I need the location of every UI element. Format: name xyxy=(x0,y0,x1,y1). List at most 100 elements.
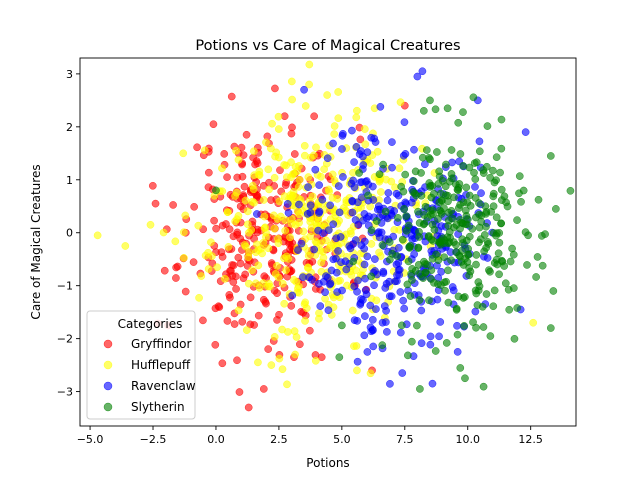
data-point xyxy=(517,197,525,206)
data-point xyxy=(321,294,329,303)
data-point xyxy=(351,216,360,224)
data-point xyxy=(508,244,516,253)
data-point xyxy=(238,317,247,326)
data-point xyxy=(276,212,285,221)
data-point xyxy=(410,250,418,259)
data-point xyxy=(546,324,555,332)
data-point xyxy=(334,114,343,123)
data-point xyxy=(480,247,489,256)
data-point xyxy=(233,173,242,182)
data-point xyxy=(324,306,333,315)
x-axis: −5.0 −2.5 0.0 2.5 5.0 7.5 10.0 12.5 xyxy=(77,426,543,446)
data-point xyxy=(236,202,245,211)
data-point xyxy=(231,272,240,281)
data-point xyxy=(371,255,379,263)
data-point xyxy=(335,208,344,217)
data-point xyxy=(497,144,506,153)
data-point xyxy=(371,267,379,275)
data-point xyxy=(281,181,290,189)
data-point xyxy=(304,173,313,181)
data-point xyxy=(367,240,376,248)
data-point xyxy=(274,235,282,243)
data-point xyxy=(330,122,339,130)
data-point xyxy=(376,102,385,111)
data-point xyxy=(267,144,275,153)
data-point xyxy=(475,282,484,291)
x-tick-label: 5.0 xyxy=(333,433,351,446)
data-point xyxy=(364,180,373,189)
data-point xyxy=(359,296,367,304)
data-point xyxy=(273,316,281,324)
y-tick-label: −3 xyxy=(57,386,73,399)
data-point xyxy=(326,201,334,210)
data-point xyxy=(314,216,323,224)
data-point xyxy=(283,173,291,182)
data-point xyxy=(190,202,198,211)
data-point xyxy=(276,166,284,175)
data-point xyxy=(350,158,358,166)
x-tick-label: 0.0 xyxy=(207,433,225,446)
data-point xyxy=(332,268,341,277)
data-point xyxy=(306,232,315,241)
data-point xyxy=(248,181,257,190)
data-point xyxy=(403,351,412,360)
legend-marker xyxy=(103,381,113,391)
data-point xyxy=(193,143,201,152)
data-point xyxy=(369,342,378,351)
data-point xyxy=(379,160,387,169)
data-point xyxy=(271,84,279,93)
data-point xyxy=(338,321,346,330)
data-point xyxy=(454,183,463,192)
data-point xyxy=(456,364,465,372)
data-point xyxy=(401,170,410,179)
data-point xyxy=(393,252,401,260)
data-point xyxy=(394,214,402,222)
data-point xyxy=(353,366,361,375)
data-point xyxy=(364,191,372,200)
data-point xyxy=(353,317,362,325)
data-point xyxy=(406,292,415,300)
data-point xyxy=(397,182,406,191)
data-point xyxy=(300,151,309,160)
data-point xyxy=(306,201,315,210)
data-point xyxy=(270,173,279,182)
data-point xyxy=(495,270,503,279)
data-point xyxy=(304,264,312,272)
data-point xyxy=(408,276,416,284)
data-point xyxy=(415,233,424,241)
data-point xyxy=(466,201,475,210)
data-point xyxy=(447,146,456,154)
data-point xyxy=(240,182,249,191)
data-point xyxy=(212,224,220,233)
data-point xyxy=(291,162,300,171)
data-point xyxy=(492,231,500,240)
data-point xyxy=(254,311,263,320)
data-point xyxy=(294,207,302,216)
data-point xyxy=(408,265,417,273)
data-point xyxy=(367,272,375,281)
data-point xyxy=(566,186,575,195)
data-point xyxy=(264,282,272,291)
data-point xyxy=(355,150,364,158)
data-point xyxy=(366,301,375,310)
data-point xyxy=(363,252,372,261)
data-point xyxy=(479,169,488,177)
data-point xyxy=(534,195,543,204)
legend-label: Hufflepuff xyxy=(131,358,191,372)
data-point xyxy=(382,306,390,315)
data-point xyxy=(353,106,361,115)
data-point xyxy=(414,207,422,216)
data-point xyxy=(352,342,361,350)
data-point xyxy=(477,189,485,197)
data-point xyxy=(218,253,227,261)
data-point xyxy=(315,280,323,288)
data-point xyxy=(382,279,391,288)
data-point xyxy=(225,291,234,299)
points-layer xyxy=(93,60,575,412)
data-point xyxy=(501,279,510,288)
data-point xyxy=(255,283,264,292)
data-point xyxy=(225,225,234,234)
data-point xyxy=(234,212,243,220)
